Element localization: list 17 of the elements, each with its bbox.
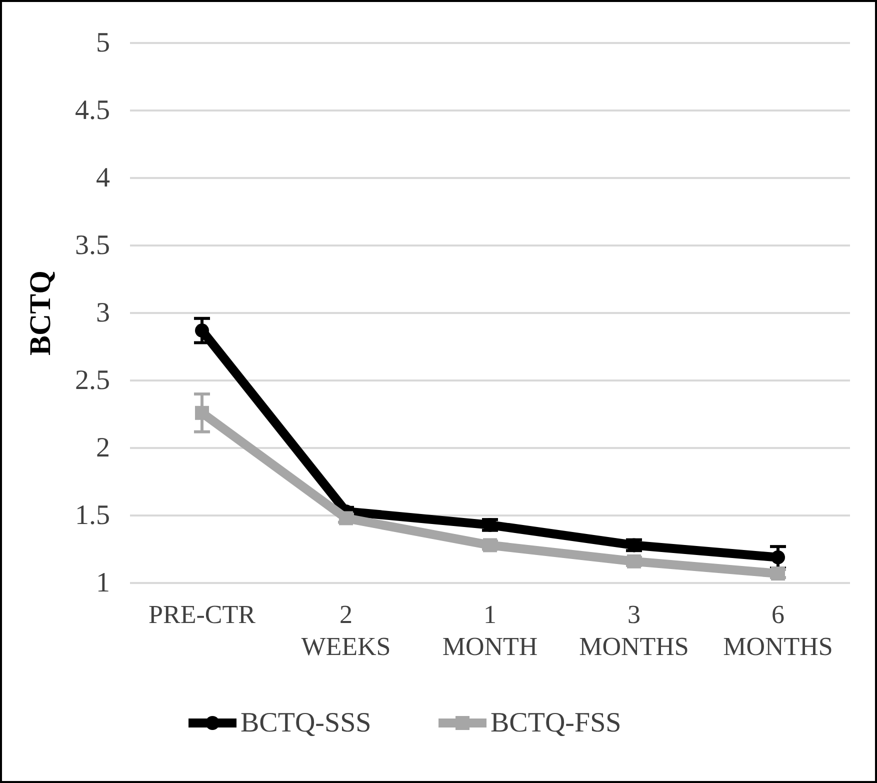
y-tick-label: 1	[96, 568, 110, 598]
x-tick-label: 3 MONTHS	[579, 600, 689, 661]
y-tick-label: 1.5	[75, 500, 110, 531]
y-axis-title: BCTQ	[24, 270, 57, 356]
x-tick-label: 6 MONTHS	[723, 600, 833, 661]
y-tick-label: 3.5	[75, 230, 110, 261]
y-tick-label: 2.5	[75, 365, 110, 396]
y-tick-label: 2	[96, 432, 110, 464]
x-tick-label: PRE-CTR	[148, 600, 256, 629]
y-tick-label: 4	[96, 162, 110, 194]
legend-label: BCTQ-FSS	[490, 708, 622, 738]
y-tick-label: 4.5	[75, 95, 110, 126]
x-tick-label: 1 MONTH	[442, 600, 538, 661]
legend-label: BCTQ-SSS	[240, 708, 372, 738]
y-tick-label: 5	[96, 28, 110, 58]
x-tick-label: 2 WEEKS	[301, 600, 391, 661]
y-tick-label: 3	[96, 298, 110, 328]
